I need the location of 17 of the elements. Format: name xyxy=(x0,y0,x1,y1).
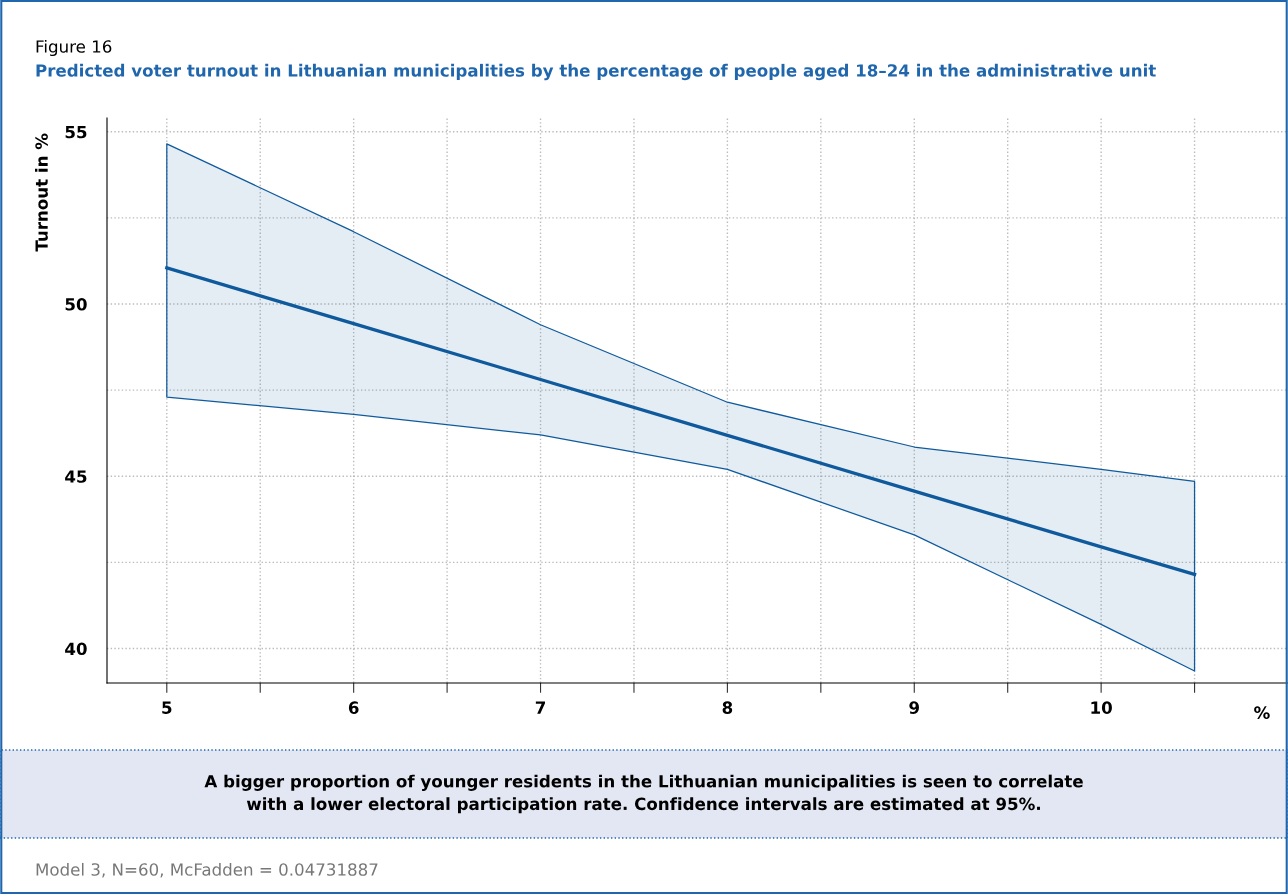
y-tick-label: 40 xyxy=(65,642,87,656)
x-tick-label: 7 xyxy=(535,701,545,714)
chart-title: Figure 16 xyxy=(36,39,112,57)
x-tick-label: 9 xyxy=(909,701,919,714)
y-tick-label: 50 xyxy=(65,298,87,311)
x-tick-label: 6 xyxy=(348,701,359,714)
y-tick-label: 55 xyxy=(65,125,87,139)
x-tick-label: 8 xyxy=(722,701,733,714)
y-axis-title: Turnout in % xyxy=(35,133,48,252)
x-tick-label: 10 xyxy=(1091,701,1112,714)
text: A bigger proportion of younger residents in the Lithuanian municipalities is seen to correlate with a lower electoral participation rate. Confidence intervals are estimated at 95%. xyxy=(204,774,1083,814)
x-axis-title: % xyxy=(1254,706,1270,719)
text: Model 3, N=60, McFadden = 0.04731887 xyxy=(36,862,378,878)
y-tick-label: 45 xyxy=(65,470,87,483)
chart-subtitle: Predicted voter turnout in Lithuanian municipalities by the percentage of people aged 18–24 in the administrative unit xyxy=(36,63,1156,81)
line-series xyxy=(165,266,1197,577)
x-tick-label: 5 xyxy=(162,701,172,714)
